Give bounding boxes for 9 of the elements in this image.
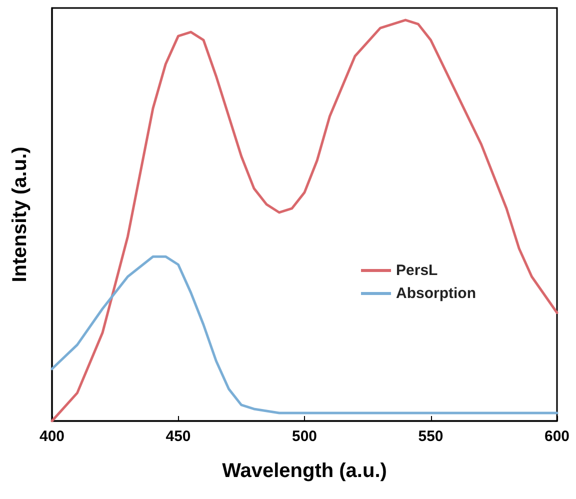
x-tick-label: 500 bbox=[292, 428, 318, 445]
legend-label: Absorption bbox=[396, 285, 476, 302]
x-tick-label: 450 bbox=[166, 428, 191, 445]
y-axis-title: Intensity (a.u.) bbox=[9, 146, 31, 282]
x-axis-title: Wavelength (a.u.) bbox=[222, 460, 387, 482]
legend-label: PersL bbox=[396, 262, 438, 279]
x-tick-label: 400 bbox=[39, 428, 65, 445]
x-tick-label: 550 bbox=[418, 428, 444, 445]
x-tick-label: 600 bbox=[544, 428, 570, 445]
